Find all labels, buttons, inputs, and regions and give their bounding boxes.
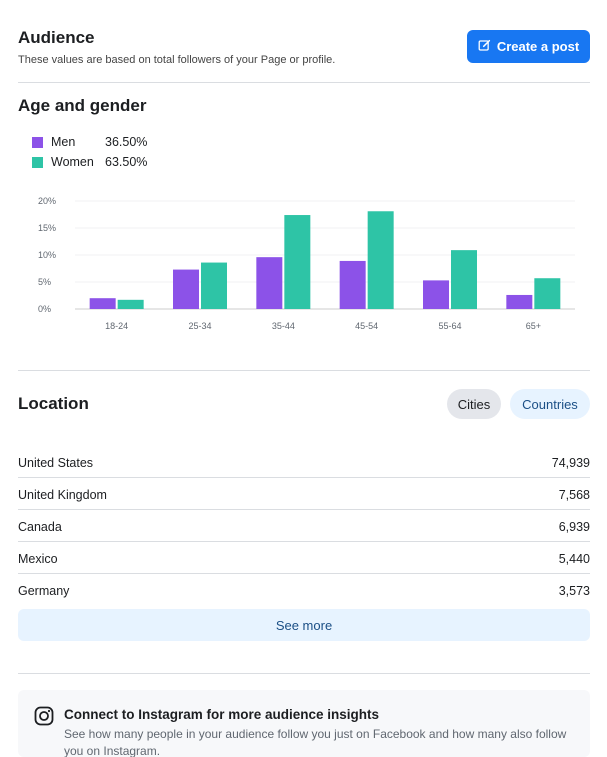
location-name: United States <box>18 455 94 470</box>
instagram-icon <box>34 706 54 726</box>
x-tick-label: 18-24 <box>105 321 128 331</box>
y-tick-label: 5% <box>38 277 51 287</box>
x-tick-label: 35-44 <box>272 321 295 331</box>
bar-women <box>201 262 227 309</box>
age-gender-chart: 0% 5% 10% 15% 20% 18-24 25-34 35-44 45-54 55-64 65… <box>38 196 575 331</box>
legend-value: 36.50% <box>105 135 148 149</box>
bar-men <box>173 269 199 309</box>
page-title: Audience <box>18 28 95 47</box>
table-row: United Kingdom 7,568 <box>18 478 590 510</box>
location-count: 3,573 <box>558 584 590 598</box>
y-tick-label: 20% <box>38 196 56 206</box>
edit-icon <box>478 39 491 55</box>
x-tick-label: 55-64 <box>438 321 461 331</box>
location-count: 6,939 <box>558 519 590 534</box>
table-row: United States 74,939 <box>18 446 590 478</box>
instagram-description: See how many people in your audience fol… <box>64 727 567 757</box>
y-tick-label: 0% <box>38 304 51 314</box>
legend-item-women: Women 63.50% <box>32 152 147 172</box>
create-post-label: Create a post <box>496 39 580 54</box>
age-gender-title: Age and gender <box>18 96 147 115</box>
y-tick-label: 15% <box>38 223 56 233</box>
bar-men <box>339 260 366 309</box>
table-row: Germany 3,573 <box>18 574 590 606</box>
instagram-connect-card[interactable]: Connect to Instagram for more audience i… <box>18 690 590 757</box>
legend-label: Women <box>51 155 94 169</box>
legend-swatch-women <box>32 156 43 168</box>
bar-women <box>284 215 311 309</box>
bar-women <box>534 278 561 309</box>
location-title: Location <box>18 394 89 413</box>
chart-legend: Men 36.50% Women 63.50% <box>32 132 147 172</box>
legend-value: 63.50% <box>105 155 148 169</box>
divider <box>18 82 590 83</box>
tab-cities[interactable]: Cities <box>447 389 501 419</box>
location-count: 7,568 <box>558 487 590 502</box>
table-row: Mexico 5,440 <box>18 542 590 574</box>
location-count: 5,440 <box>558 551 590 566</box>
location-table: United States 74,939 United Kingdom 7,56… <box>18 446 590 606</box>
instagram-title: Connect to Instagram for more audience i… <box>64 707 380 722</box>
x-tick-label: 25-34 <box>188 321 211 331</box>
bar-men <box>256 257 283 309</box>
bar-men <box>506 294 533 309</box>
divider <box>18 370 590 371</box>
bar-women <box>367 211 394 309</box>
create-post-button[interactable]: Create a post <box>467 30 590 63</box>
tab-countries[interactable]: Countries <box>510 389 590 419</box>
audience-header: Audience These values are based on total… <box>18 28 590 72</box>
bar-men <box>89 298 116 309</box>
location-name: United Kingdom <box>18 487 107 502</box>
x-tick-label: 45-54 <box>355 321 378 331</box>
bar-men <box>423 280 449 309</box>
location-count: 74,939 <box>551 455 590 470</box>
page-subtitle: These values are based on total follower… <box>18 54 336 66</box>
bar-women <box>451 250 477 309</box>
legend-swatch-men <box>32 136 43 148</box>
divider <box>18 673 590 674</box>
location-name: Mexico <box>18 551 58 566</box>
table-row: Canada 6,939 <box>18 510 590 542</box>
bar-women <box>117 299 144 309</box>
location-name: Canada <box>18 519 62 534</box>
location-name: Germany <box>18 584 70 598</box>
legend-label: Men <box>51 135 76 149</box>
legend-item-men: Men 36.50% <box>32 132 147 152</box>
y-tick-label: 10% <box>38 250 56 260</box>
see-more-button[interactable]: See more <box>18 609 590 641</box>
x-tick-label: 65+ <box>526 321 541 331</box>
